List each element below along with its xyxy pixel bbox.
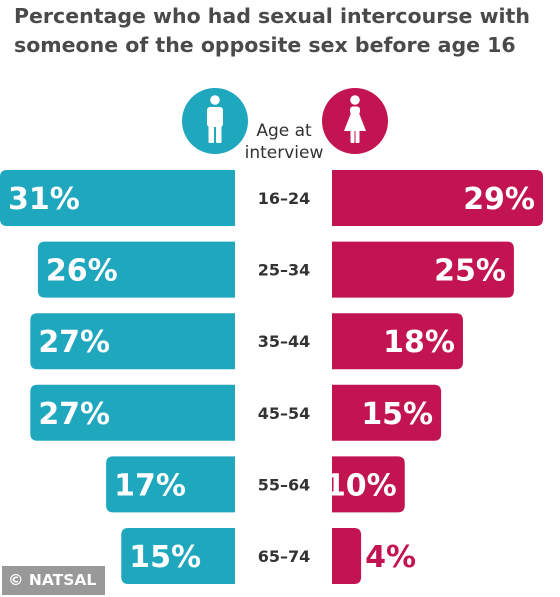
women-bar-65–74 (332, 528, 362, 584)
age-category-label: 16–24 (258, 189, 311, 208)
men-value-label: 27% (38, 325, 110, 360)
age-category-label: 45–54 (258, 404, 311, 423)
women-value-label: 4% (365, 540, 416, 575)
men-bar-65–74 (121, 528, 235, 584)
image-credit: © NATSAL (2, 566, 106, 595)
men-value-label: 27% (38, 397, 110, 432)
women-value-label: 15% (361, 397, 433, 432)
age-category-label: 25–34 (258, 261, 311, 280)
women-value-label: 29% (463, 182, 535, 217)
female-figure-icon (322, 88, 388, 154)
men-bar-25–34 (37, 241, 235, 298)
men-bar-16–24 (0, 170, 235, 226)
age-category-label: 65–74 (258, 547, 311, 566)
women-value-label: 18% (383, 325, 455, 360)
age-category-label: 55–64 (258, 475, 311, 494)
male-figure-icon (182, 88, 248, 154)
women-bar-45–54 (332, 384, 442, 441)
women-value-label: 25% (434, 254, 506, 289)
women-value-label: 10% (325, 468, 397, 503)
men-value-label: 31% (8, 182, 80, 217)
women-bar-16–24 (332, 170, 543, 226)
men-value-label: 26% (46, 254, 118, 289)
age-category-label: 35–44 (258, 332, 311, 351)
men-bar-35–44 (30, 313, 235, 370)
chart-title: Percentage who had sexual intercourse wi… (14, 4, 530, 57)
men-value-label: 15% (129, 540, 201, 575)
women-bar-25–34 (332, 241, 514, 298)
age-at-interview-label: Age at interview (244, 121, 324, 163)
women-bar-55–64 (332, 456, 405, 513)
men-bar-45–54 (30, 384, 235, 441)
women-bar-35–44 (332, 313, 463, 370)
female-figure-icon-svg (344, 95, 366, 143)
men-value-label: 17% (114, 468, 186, 503)
male-figure-icon-svg (207, 95, 223, 143)
men-bar-55–64 (106, 456, 236, 513)
